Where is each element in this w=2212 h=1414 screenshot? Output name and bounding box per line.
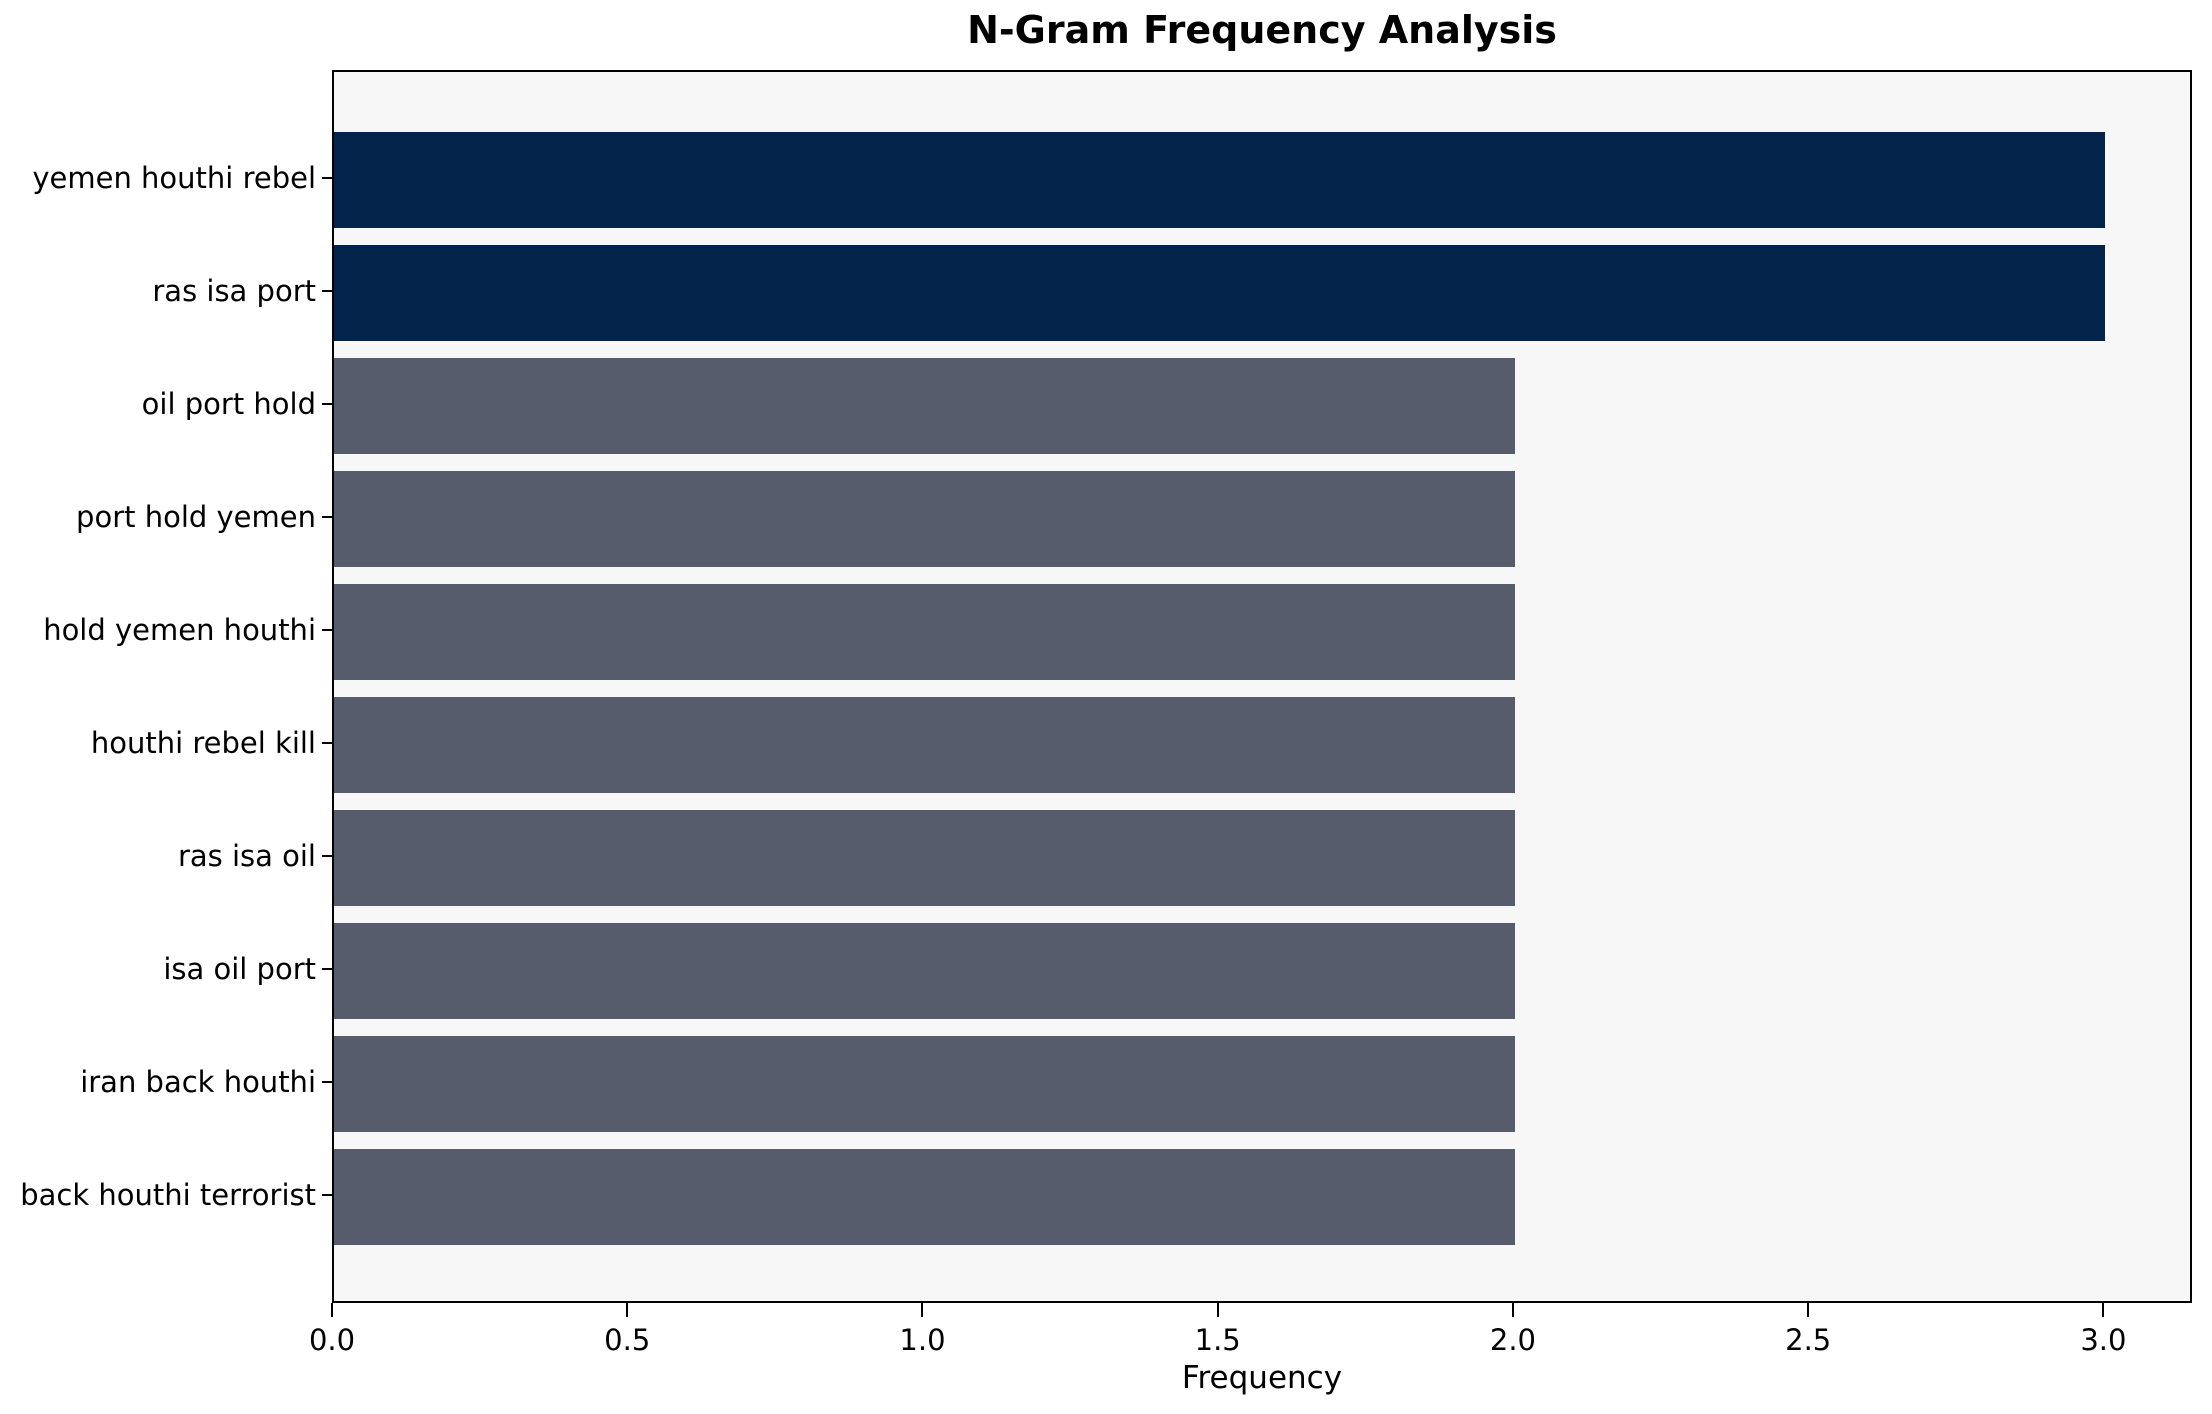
- x-tick-mark: [1511, 1303, 1514, 1317]
- y-tick-mark: [322, 1081, 332, 1083]
- x-tick-label: 0.5: [604, 1323, 651, 1357]
- x-tick-label: 2.5: [1785, 1323, 1832, 1357]
- bar-houthi-rebel-kill: [334, 697, 1515, 793]
- x-tick-label: 1.5: [1194, 1323, 1241, 1357]
- x-tick-mark: [921, 1303, 924, 1317]
- y-tick-mark: [322, 968, 332, 970]
- y-tick-label: oil port hold: [141, 387, 316, 421]
- y-tick-label: ras isa oil: [177, 839, 316, 873]
- x-tick-label: 1.0: [899, 1323, 946, 1357]
- x-axis-title: Frequency: [1181, 1360, 1343, 1396]
- y-tick-mark: [322, 516, 332, 518]
- x-tick-label: 0.0: [308, 1323, 356, 1357]
- x-tick-label: 2.0: [1489, 1323, 1536, 1357]
- y-tick-mark: [322, 290, 332, 292]
- bar-yemen-houthi-rebel: [334, 132, 2106, 228]
- y-tick-mark: [322, 177, 332, 179]
- y-tick-label: isa oil port: [163, 952, 316, 986]
- y-tick-label: back houthi terrorist: [20, 1178, 316, 1212]
- bar-ras-isa-port: [334, 245, 2106, 341]
- x-tick-mark: [2102, 1303, 2105, 1317]
- x-tick-label: 3.0: [2080, 1323, 2127, 1357]
- y-tick-label: ras isa port: [152, 274, 316, 308]
- bar-ras-isa-oil: [334, 810, 1515, 906]
- y-tick-mark: [322, 629, 332, 631]
- bar-iran-back-houthi: [334, 1036, 1515, 1132]
- y-tick-label: iran back houthi: [80, 1065, 316, 1099]
- bar-oil-port-hold: [334, 358, 1515, 454]
- bar-isa-oil-port: [334, 923, 1515, 1019]
- chart-title: N-Gram Frequency Analysis: [967, 8, 1557, 52]
- y-tick-label: port hold yemen: [76, 500, 316, 534]
- x-tick-mark: [1807, 1303, 1810, 1317]
- y-tick-label: yemen houthi rebel: [32, 161, 316, 195]
- plot-area: [332, 70, 2192, 1303]
- y-tick-mark: [322, 1194, 332, 1196]
- x-tick-mark: [331, 1303, 333, 1317]
- bar-back-houthi-terrorist: [334, 1149, 1515, 1245]
- y-tick-label: houthi rebel kill: [90, 726, 316, 760]
- y-tick-mark: [322, 742, 332, 744]
- bar-port-hold-yemen: [334, 471, 1515, 567]
- x-tick-mark: [1216, 1303, 1219, 1317]
- x-tick-mark: [626, 1303, 629, 1317]
- y-tick-label: hold yemen houthi: [43, 613, 316, 647]
- y-tick-mark: [322, 403, 332, 405]
- y-tick-mark: [322, 855, 332, 857]
- bar-hold-yemen-houthi: [334, 584, 1515, 680]
